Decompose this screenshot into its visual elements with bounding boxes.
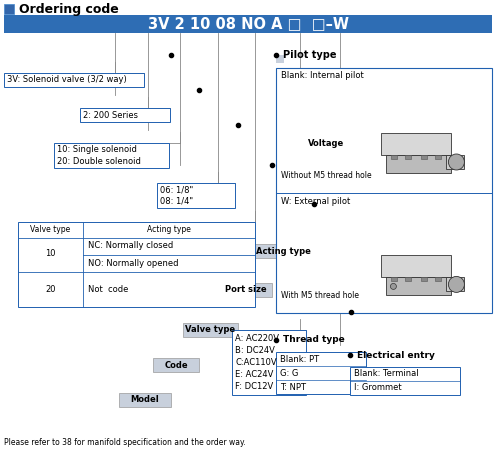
- Bar: [422, 155, 428, 159]
- Bar: [220, 283, 272, 297]
- Bar: [405, 155, 411, 159]
- Text: Please refer to 38 for manifold specification and the order way.: Please refer to 38 for manifold specific…: [4, 438, 246, 447]
- Text: A: AC220V
B: DC24V
C:AC110V
E: AC24V
F: DC12V: A: AC220V B: DC24V C:AC110V E: AC24V F: …: [235, 334, 279, 390]
- Text: Valve type: Valve type: [30, 226, 70, 234]
- Bar: [18, 222, 255, 307]
- Text: Ordering code: Ordering code: [19, 2, 119, 15]
- Text: I: Grommet: I: Grommet: [354, 384, 402, 393]
- Bar: [422, 278, 428, 281]
- Circle shape: [448, 276, 464, 293]
- Bar: [4, 4, 14, 14]
- Text: NC: Normally closed: NC: Normally closed: [88, 242, 173, 251]
- Bar: [386, 155, 451, 173]
- Text: Electrical entry: Electrical entry: [357, 350, 435, 359]
- Bar: [157, 183, 235, 208]
- Text: 2: 200 Series: 2: 200 Series: [83, 111, 138, 120]
- Bar: [381, 133, 451, 155]
- Text: T: NPT: T: NPT: [280, 383, 306, 391]
- Text: Model: Model: [130, 395, 159, 404]
- Bar: [350, 367, 460, 395]
- Bar: [80, 108, 170, 122]
- Text: 20: 20: [45, 284, 56, 293]
- Circle shape: [448, 154, 464, 170]
- Text: Acting type: Acting type: [147, 226, 191, 234]
- Text: Blank: PT: Blank: PT: [280, 354, 319, 364]
- Bar: [446, 278, 464, 291]
- Text: 10: Single solenoid
20: Double solenoid: 10: Single solenoid 20: Double solenoid: [57, 145, 141, 166]
- Bar: [153, 358, 199, 372]
- Text: Port size: Port size: [225, 285, 267, 294]
- Text: Thread type: Thread type: [283, 335, 345, 344]
- Bar: [4, 15, 492, 33]
- Text: Voltage: Voltage: [308, 138, 344, 147]
- Text: Without M5 thread hole: Without M5 thread hole: [281, 171, 372, 180]
- Circle shape: [390, 283, 396, 289]
- Text: 3V: Solenoid valve (3/2 way): 3V: Solenoid valve (3/2 way): [7, 76, 127, 85]
- Bar: [386, 278, 451, 295]
- Bar: [232, 330, 306, 395]
- Bar: [276, 352, 366, 394]
- Text: 06: 1/8"
08: 1/4": 06: 1/8" 08: 1/4": [160, 185, 193, 206]
- Bar: [391, 278, 397, 281]
- Text: G: G: G: G: [280, 369, 299, 378]
- Bar: [183, 323, 238, 337]
- Text: Code: Code: [164, 360, 188, 369]
- Bar: [435, 278, 441, 281]
- Text: 10: 10: [45, 249, 56, 258]
- Bar: [435, 155, 441, 159]
- Text: Not  code: Not code: [88, 284, 128, 293]
- Bar: [276, 68, 492, 313]
- Bar: [54, 143, 169, 168]
- Bar: [119, 393, 171, 407]
- Text: With M5 thread hole: With M5 thread hole: [281, 290, 359, 299]
- Text: 3V 2 10 08 NO A □  □–W: 3V 2 10 08 NO A □ □–W: [147, 16, 349, 31]
- Bar: [391, 155, 397, 159]
- Bar: [405, 278, 411, 281]
- Bar: [301, 136, 351, 150]
- Text: W: External pilot: W: External pilot: [281, 197, 350, 206]
- Text: Blank: Internal pilot: Blank: Internal pilot: [281, 71, 364, 81]
- Text: Pilot type: Pilot type: [283, 50, 336, 60]
- Text: Valve type: Valve type: [185, 325, 235, 334]
- Bar: [254, 244, 312, 258]
- Text: Acting type: Acting type: [255, 247, 310, 256]
- Text: Blank: Terminal: Blank: Terminal: [354, 369, 419, 379]
- Bar: [446, 155, 464, 169]
- Text: NO: Normally opened: NO: Normally opened: [88, 258, 179, 268]
- Bar: [4, 73, 144, 87]
- Bar: [381, 255, 451, 278]
- FancyBboxPatch shape: [276, 55, 284, 63]
